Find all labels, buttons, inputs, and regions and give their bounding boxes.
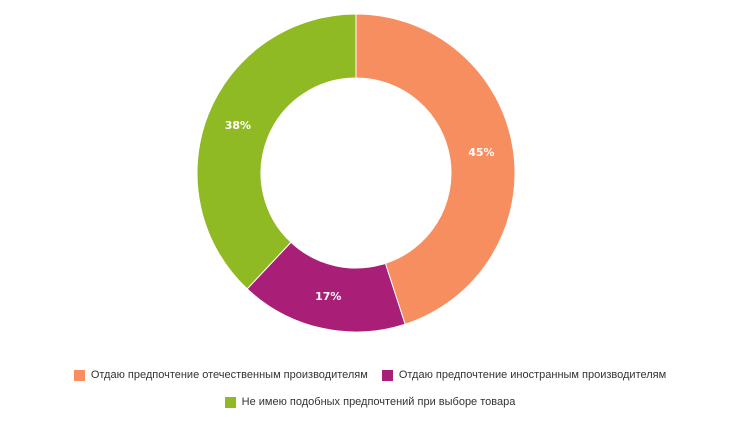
slice-label-domestic: 45% bbox=[468, 146, 494, 159]
legend-swatch-no-preference bbox=[224, 396, 236, 408]
slice-domestic[interactable] bbox=[355, 13, 516, 325]
legend-swatch-domestic bbox=[73, 369, 85, 381]
chart-svg: 45% 17% 38% bbox=[196, 13, 516, 333]
legend-label-no-preference: Не имею подобных предпочтений при выборе… bbox=[241, 396, 516, 408]
legend-item-domestic[interactable]: Отдаю предпочтение отечественным произво… bbox=[73, 369, 368, 381]
legend-swatch-foreign bbox=[381, 369, 393, 381]
slice-label-no-preference: 38% bbox=[225, 119, 251, 132]
legend-label-foreign: Отдаю предпочтение иностранным производи… bbox=[398, 369, 667, 381]
labels-group: 45% 17% 38% bbox=[225, 119, 495, 303]
legend-label-domestic: Отдаю предпочтение отечественным произво… bbox=[90, 369, 368, 381]
legend-item-foreign[interactable]: Отдаю предпочтение иностранным производи… bbox=[381, 369, 667, 381]
slice-label-foreign: 17% bbox=[315, 290, 341, 303]
legend-item-no-preference[interactable]: Не имею подобных предпочтений при выборе… bbox=[224, 396, 516, 408]
slices-group bbox=[196, 13, 516, 333]
legend-row-1: Отдаю предпочтение отечественным произво… bbox=[0, 369, 740, 381]
slice-no-preference[interactable] bbox=[196, 13, 357, 290]
legend-row-2: Не имею подобных предпочтений при выборе… bbox=[0, 396, 740, 408]
